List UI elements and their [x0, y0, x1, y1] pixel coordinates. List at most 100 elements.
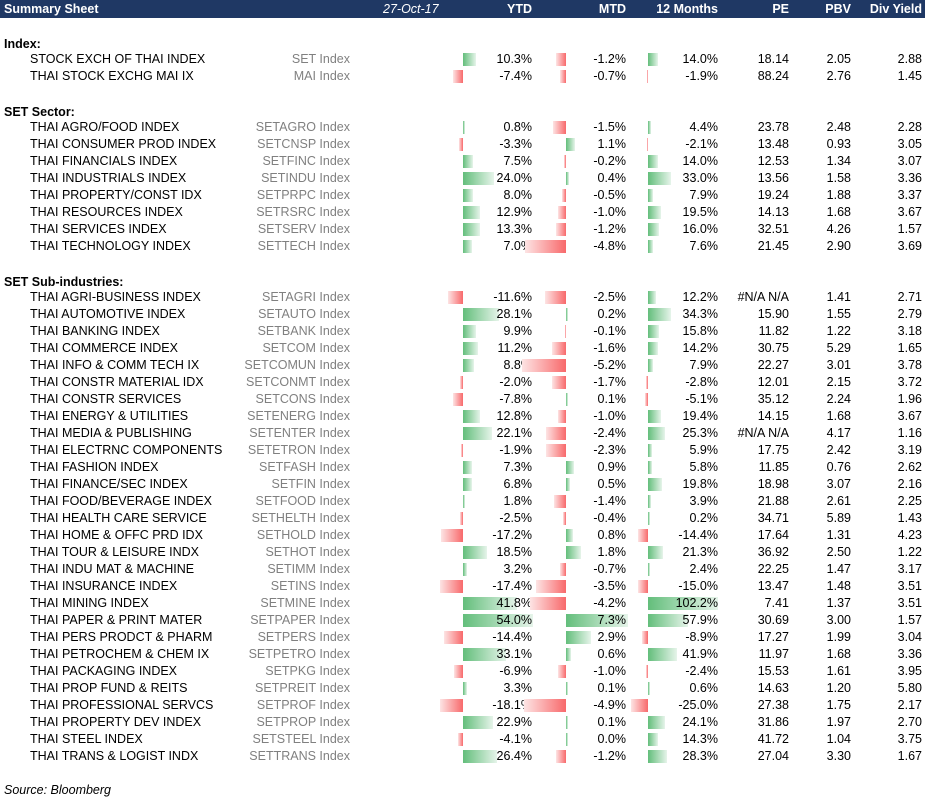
ticker: SETETRON Index: [247, 443, 350, 457]
ticker: SETENERG Index: [247, 409, 350, 423]
ytd-value: -3.3%: [499, 137, 532, 151]
ticker: SETINS Index: [270, 579, 350, 593]
mtd-databar: [562, 512, 566, 525]
table-row: THAI AUTOMOTIVE INDEX SETAUTO Index 28.1% 0…: [0, 306, 925, 323]
div-yield-value: 3.75: [897, 732, 922, 746]
ticker: SETPERS Index: [257, 630, 350, 644]
index-name: THAI COMMERCE INDEX: [30, 341, 178, 355]
pe-value: 18.14: [757, 52, 789, 66]
ticker: SETHELTH Index: [251, 511, 350, 525]
pbv-value: 3.01: [826, 358, 851, 372]
mtd-value: -0.5%: [593, 188, 626, 202]
m12-databar: [648, 155, 658, 168]
pbv-value: 4.26: [826, 222, 851, 236]
ytd-value: 8.0%: [503, 188, 533, 202]
mtd-databar: [552, 342, 566, 355]
mtd-value: -1.0%: [593, 409, 626, 423]
pe-value: 27.38: [757, 698, 789, 712]
pbv-value: 1.75: [826, 698, 851, 712]
table-row: THAI ENERGY & UTILITIES SETENERG Index 12.…: [0, 408, 925, 425]
pe-value: 13.56: [757, 171, 789, 185]
m12-value: 21.3%: [682, 545, 718, 559]
ticker: SETIMM Index: [267, 562, 350, 576]
pe-value: 17.64: [757, 528, 789, 542]
pbv-value: 3.30: [826, 749, 851, 763]
m12-databar: [648, 206, 662, 219]
div-yield-value: 5.80: [897, 681, 922, 695]
pe-value: 21.45: [757, 239, 789, 253]
col-pe: PE: [772, 2, 789, 16]
ytd-databar: [463, 155, 473, 168]
m12-value: 5.8%: [689, 460, 719, 474]
table-row: THAI BANKING INDEX SETBANK Index 9.9% -0.1%…: [0, 323, 925, 340]
m12-value: 14.2%: [682, 341, 718, 355]
ticker: SETAGRO Index: [255, 120, 350, 134]
ticker: SETPETRO Index: [248, 647, 350, 661]
m12-value: -8.9%: [685, 630, 718, 644]
ytd-value: 18.5%: [496, 545, 532, 559]
index-name: THAI CONSTR SERVICES: [30, 392, 182, 406]
mtd-value: -1.2%: [593, 749, 626, 763]
pe-value: 30.75: [757, 341, 789, 355]
pbv-value: 1.37: [826, 596, 851, 610]
m12-value: 4.4%: [689, 120, 719, 134]
ticker: SETCNSP Index: [257, 137, 350, 151]
table-row: THAI COMMERCE INDEX SETCOM Index 11.2% -1.6…: [0, 340, 925, 357]
mtd-value: 0.9%: [597, 460, 627, 474]
mtd-databar: [566, 529, 573, 542]
mtd-databar: [566, 308, 568, 321]
mtd-databar: [566, 682, 568, 695]
div-yield-value: 3.17: [897, 562, 922, 576]
section-header: SET Sector:: [0, 104, 925, 121]
ytd-databar: [463, 325, 476, 338]
ytd-value: 24.0%: [496, 171, 532, 185]
mtd-value: -2.4%: [593, 426, 626, 440]
ticker: SETPREIT Index: [255, 681, 350, 695]
sheet-title: Summary Sheet: [4, 2, 99, 16]
pbv-value: 1.88: [826, 188, 851, 202]
ticker: SETCOMUN Index: [244, 358, 350, 372]
ytd-value: 26.4%: [496, 749, 532, 763]
mtd-databar: [545, 427, 566, 440]
table-row: THAI INDU MAT & MACHINE SETIMM Index 3.2% -…: [0, 561, 925, 578]
ticker: SETENTER Index: [249, 426, 350, 440]
pe-value: 14.63: [757, 681, 789, 695]
pe-value: 13.48: [757, 137, 789, 151]
ytd-databar: [463, 614, 533, 627]
table-row: THAI STOCK EXCHG MAI IX MAI Index -7.4% -0.…: [0, 68, 925, 85]
ytd-value: 12.9%: [496, 205, 532, 219]
header-row: Summary Sheet 27-Oct-17 YTD MTD 12 Month…: [0, 0, 925, 18]
m12-databar: [648, 410, 662, 423]
pe-value: 11.85: [758, 460, 789, 474]
m12-databar: [630, 699, 648, 712]
ytd-databar: [458, 138, 463, 151]
ticker: SETPKG Index: [265, 664, 350, 678]
pbv-value: 1.47: [826, 562, 851, 576]
m12-value: 3.9%: [689, 494, 719, 508]
m12-value: 34.3%: [682, 307, 718, 321]
ytd-databar: [463, 682, 468, 695]
ytd-databar: [463, 240, 473, 253]
table-row: THAI PACKAGING INDEX SETPKG Index -6.9% -1.…: [0, 663, 925, 680]
mtd-databar: [566, 631, 591, 644]
mtd-value: 0.8%: [597, 528, 627, 542]
ytd-value: 11.2%: [497, 341, 532, 355]
m12-databar: [648, 478, 662, 491]
section-title: SET Sector:: [4, 105, 75, 119]
pe-value: 88.24: [757, 69, 789, 83]
mtd-databar: [561, 189, 566, 202]
ytd-databar: [463, 427, 492, 440]
pbv-value: 1.68: [826, 409, 851, 423]
div-yield-value: 4.23: [897, 528, 922, 542]
ticker: SET Index: [291, 52, 350, 66]
table-row: THAI PROP FUND & REITS SETPREIT Index 3.3%…: [0, 680, 925, 697]
pe-value: 13.47: [757, 579, 789, 593]
m12-databar: [648, 716, 665, 729]
ytd-value: 54.0%: [496, 613, 532, 627]
mtd-databar: [536, 580, 566, 593]
m12-value: 19.4%: [682, 409, 718, 423]
pe-value: 12.01: [757, 375, 789, 389]
div-yield-value: 3.36: [897, 171, 922, 185]
index-name: THAI FASHION INDEX: [30, 460, 159, 474]
ytd-databar: [463, 206, 480, 219]
